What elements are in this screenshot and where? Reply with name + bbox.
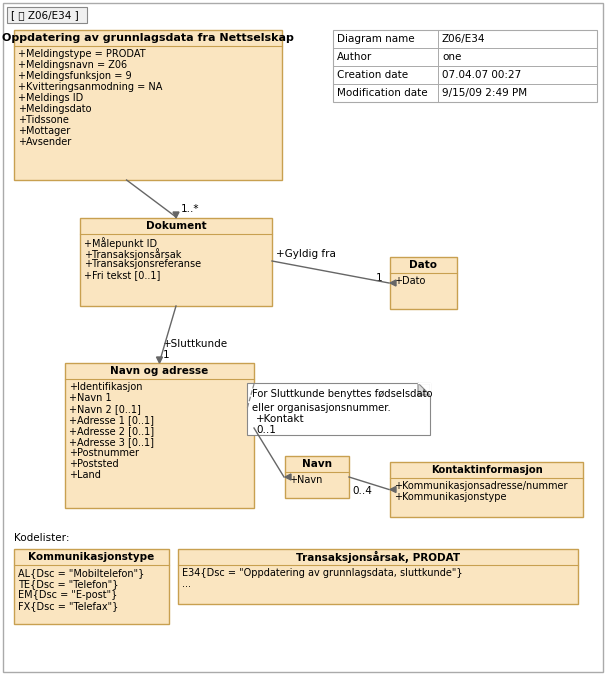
Text: +Gyldig fra: +Gyldig fra [276, 249, 336, 259]
Polygon shape [390, 280, 396, 286]
Text: 1: 1 [163, 350, 169, 360]
Text: +Poststed: +Poststed [69, 459, 118, 469]
Text: Z06/E34: Z06/E34 [442, 34, 486, 44]
Text: For Sluttkunde benyttes fødselsdato
eller organisasjonsnummer.: For Sluttkunde benyttes fødselsdato elle… [252, 389, 433, 413]
Text: AL{Dsc = "Mobiltelefon"}: AL{Dsc = "Mobiltelefon"} [18, 568, 144, 578]
Text: EM{Dsc = "E-post"}: EM{Dsc = "E-post"} [18, 590, 117, 600]
Text: E34{Dsc = "Oppdatering av grunnlagsdata, sluttkunde"}: E34{Dsc = "Oppdatering av grunnlagsdata,… [182, 568, 463, 578]
Text: Oppdatering av grunnlagsdata fra Nettselskap: Oppdatering av grunnlagsdata fra Nettsel… [2, 33, 294, 43]
Text: +Navn 2 [0..1]: +Navn 2 [0..1] [69, 404, 141, 414]
Bar [390, 257, 457, 309]
Text: ...: ... [182, 579, 191, 589]
Text: Dato: Dato [410, 260, 438, 270]
Text: +Kontakt: +Kontakt [256, 414, 305, 424]
Text: Kommunikasjonstype: Kommunikasjonstype [29, 552, 155, 562]
Text: +Meldingstype = PRODAT: +Meldingstype = PRODAT [18, 49, 146, 59]
Text: 9/15/09 2:49 PM: 9/15/09 2:49 PM [442, 88, 527, 98]
Bar [7, 7, 87, 23]
Bar [285, 456, 349, 498]
Text: +Identifikasjon: +Identifikasjon [69, 382, 143, 392]
Text: +Adresse 3 [0..1]: +Adresse 3 [0..1] [69, 437, 154, 447]
Bar [178, 549, 578, 604]
Text: +Kvitteringsanmodning = NA: +Kvitteringsanmodning = NA [18, 82, 163, 92]
Text: +Adresse 1 [0..1]: +Adresse 1 [0..1] [69, 415, 154, 425]
Text: +Avsender: +Avsender [18, 137, 71, 147]
Bar [14, 30, 282, 180]
Text: TE{Dsc = "Telefon"}: TE{Dsc = "Telefon"} [18, 579, 118, 589]
Text: +Mottager: +Mottager [18, 126, 70, 136]
Bar [14, 549, 169, 624]
Text: Author: Author [337, 52, 372, 62]
Polygon shape [157, 357, 163, 363]
Text: FX{Dsc = "Telefax"}: FX{Dsc = "Telefax"} [18, 601, 118, 611]
Text: +Transaksjonsårsak: +Transaksjonsårsak [84, 248, 181, 260]
Text: +Navn 1: +Navn 1 [69, 393, 112, 403]
Text: +Postnummer: +Postnummer [69, 448, 139, 458]
Text: +Meldings ID: +Meldings ID [18, 93, 83, 103]
Text: +Målepunkt ID: +Målepunkt ID [84, 237, 157, 249]
Text: +Sluttkunde: +Sluttkunde [163, 339, 228, 349]
Text: 0..4: 0..4 [352, 485, 372, 495]
Text: +Land: +Land [69, 470, 101, 480]
Text: +Fri tekst [0..1]: +Fri tekst [0..1] [84, 270, 160, 280]
Bar [80, 218, 272, 306]
Text: +Dato: +Dato [394, 276, 426, 286]
Bar [65, 363, 254, 508]
Polygon shape [418, 383, 430, 395]
Bar [390, 462, 583, 517]
Text: +Meldingsnavn = Z06: +Meldingsnavn = Z06 [18, 60, 127, 70]
Text: +Kommunikasjonsadresse/nummer: +Kommunikasjonsadresse/nummer [394, 481, 568, 491]
Text: Modification date: Modification date [337, 88, 427, 98]
Text: Dokument: Dokument [146, 221, 206, 231]
Text: 1..*: 1..* [181, 204, 200, 214]
Text: +Adresse 2 [0..1]: +Adresse 2 [0..1] [69, 426, 154, 436]
Text: 0..1: 0..1 [256, 425, 276, 435]
Text: Navn og adresse: Navn og adresse [110, 366, 209, 376]
Text: Kodelister:: Kodelister: [14, 533, 69, 543]
Text: Creation date: Creation date [337, 70, 408, 80]
Text: one: one [442, 52, 461, 62]
Text: +Navn: +Navn [289, 475, 322, 485]
Polygon shape [390, 487, 396, 493]
Bar [333, 30, 597, 102]
Text: [ 山 Z06/E34 ]: [ 山 Z06/E34 ] [11, 10, 79, 20]
Text: +Meldingsdato: +Meldingsdato [18, 104, 92, 114]
Polygon shape [173, 212, 179, 218]
Polygon shape [285, 474, 291, 480]
Text: +Kommunikasjonstype: +Kommunikasjonstype [394, 492, 506, 502]
Text: Navn: Navn [302, 459, 332, 469]
Text: +Tidssone: +Tidssone [18, 115, 69, 125]
Text: 1: 1 [376, 273, 382, 283]
Text: +Meldingsfunksjon = 9: +Meldingsfunksjon = 9 [18, 71, 132, 81]
Text: 07.04.07 00:27: 07.04.07 00:27 [442, 70, 521, 80]
Text: +Transaksjonsreferanse: +Transaksjonsreferanse [84, 259, 201, 269]
Text: Diagram name: Diagram name [337, 34, 415, 44]
Bar [247, 383, 430, 435]
Text: Kontaktinformasjon: Kontaktinformasjon [430, 465, 543, 475]
Text: Transaksjonsårsak, PRODAT: Transaksjonsårsak, PRODAT [296, 551, 460, 563]
